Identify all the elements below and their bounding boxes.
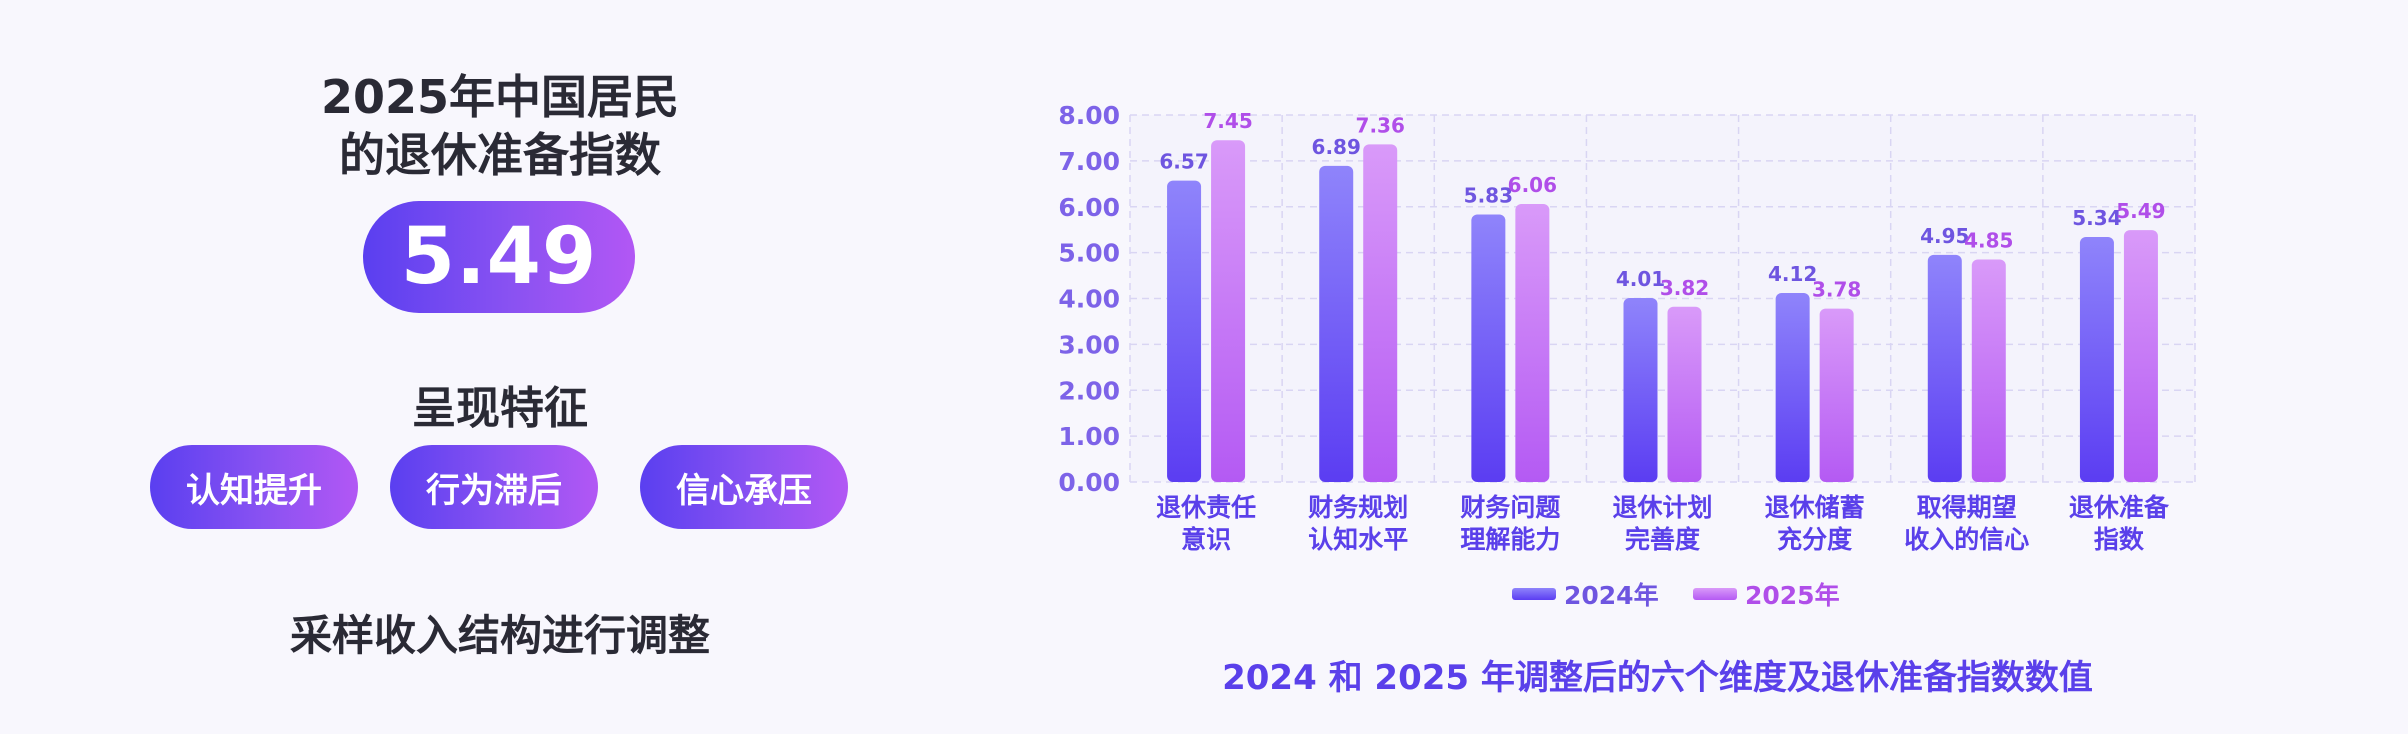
main-title-line2: 的退休准备指数 — [339, 128, 661, 182]
y-tick-label: 2.00 — [1058, 376, 1120, 405]
data-label-2025: 6.06 — [1508, 173, 1557, 197]
tag-behavior: 行为滞后 — [390, 445, 598, 529]
bar-2025 — [1363, 144, 1398, 483]
left-panel: 2025年中国居民 的退休准备指数 5.49 呈现特征 认知提升 行为滞后 信心… — [0, 0, 1000, 734]
data-label-2025: 5.49 — [2116, 199, 2165, 223]
y-tick-label: 6.00 — [1058, 193, 1120, 222]
bar-2025 — [1667, 306, 1702, 482]
index-value-badge: 5.49 — [363, 201, 635, 313]
bar-2024 — [2079, 237, 2114, 482]
y-tick-label: 7.00 — [1058, 147, 1120, 176]
category-label: 财务规划 — [1308, 493, 1408, 522]
data-label-2025: 7.45 — [1203, 109, 1252, 133]
legend: 2024年 2025年 — [1512, 581, 1840, 610]
category-label: 财务问题 — [1460, 493, 1560, 522]
y-tick-label: 0.00 — [1058, 468, 1120, 497]
bar-2025 — [1971, 259, 2006, 482]
category-label: 充分度 — [1777, 525, 1852, 554]
data-label-2025: 3.78 — [1812, 278, 1861, 302]
y-axis: 0.00 1.00 2.00 3.00 4.00 5.00 6.00 7.00 8.00 — [1058, 101, 1120, 497]
category-label: 退休准备 — [2069, 493, 2170, 522]
data-label-2025: 7.36 — [1356, 113, 1405, 137]
bar-2024 — [1167, 180, 1202, 482]
bar-2025 — [2123, 230, 2158, 482]
bars: 6.57 6.89 5.83 4.01 4.12 4.95 5.34 7.45 7.36 6.06… — [1159, 109, 2166, 483]
legend-label-2024: 2024年 — [1564, 581, 1659, 610]
bar-2024 — [1927, 254, 1962, 482]
data-label-2024: 5.34 — [2072, 206, 2121, 230]
data-label-2024: 5.83 — [1464, 184, 1513, 208]
y-tick-label: 5.00 — [1058, 239, 1120, 268]
legend-swatch-2024 — [1512, 588, 1556, 600]
y-tick-label: 8.00 — [1058, 101, 1120, 130]
category-label: 退休计划 — [1612, 493, 1712, 522]
bar-2025 — [1211, 140, 1246, 482]
data-label-2024: 4.12 — [1768, 262, 1817, 286]
bar-chart: 0.00 1.00 2.00 3.00 4.00 5.00 6.00 7.00 8.00 6.5… — [1058, 101, 2196, 610]
legend-label-2025: 2025年 — [1745, 581, 1840, 610]
category-label: 指数 — [2094, 525, 2145, 554]
category-label: 取得期望 — [1917, 493, 2017, 522]
data-label-2025: 4.85 — [1964, 229, 2013, 253]
bar-2025 — [1819, 308, 1854, 482]
y-tick-label: 3.00 — [1058, 330, 1120, 359]
bar-2024 — [1775, 292, 1810, 482]
data-label-2024: 4.95 — [1920, 224, 1969, 248]
y-tick-label: 4.00 — [1058, 285, 1120, 314]
sampling-note: 采样收入结构进行调整 — [289, 611, 710, 660]
category-label: 退休储蓄 — [1765, 493, 1865, 522]
grid — [1129, 114, 2196, 483]
category-label: 理解能力 — [1460, 525, 1560, 554]
bar-2024 — [1471, 214, 1506, 482]
bar-2025 — [1515, 203, 1550, 482]
category-label: 意识 — [1181, 525, 1231, 554]
category-label: 完善度 — [1625, 525, 1700, 554]
features-heading: 呈现特征 — [412, 383, 588, 434]
data-label-2025: 3.82 — [1660, 276, 1709, 300]
tag-confidence: 信心承压 — [640, 445, 848, 529]
data-label-2024: 6.57 — [1159, 150, 1208, 174]
category-label: 认知水平 — [1308, 525, 1408, 554]
data-label-2024: 4.01 — [1616, 267, 1665, 291]
category-label: 退休责任 — [1156, 493, 1256, 522]
legend-swatch-2025 — [1693, 588, 1737, 600]
main-title-line1: 2025年中国居民 — [320, 70, 680, 124]
data-label-2024: 6.89 — [1312, 135, 1361, 159]
y-tick-label: 1.00 — [1058, 422, 1120, 451]
tag-cognition: 认知提升 — [150, 445, 358, 529]
chart-caption: 2024 和 2025 年调整后的六个维度及退休准备指数数值 — [1222, 658, 2093, 698]
category-label: 收入的信心 — [1904, 525, 2029, 554]
bar-2024 — [1623, 298, 1658, 482]
bar-2024 — [1319, 165, 1354, 482]
